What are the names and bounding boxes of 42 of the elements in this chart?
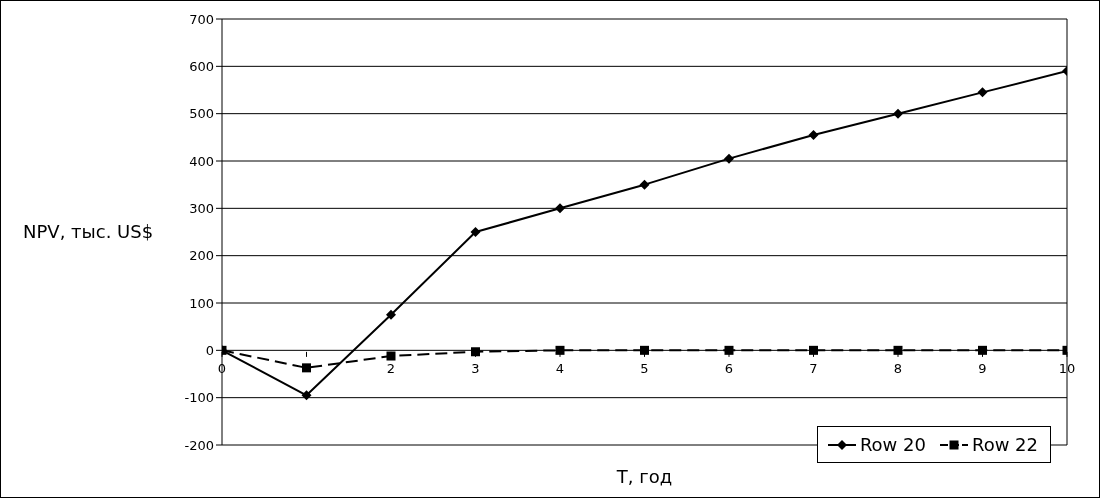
x-tick-label: 4: [555, 361, 565, 377]
x-tick-label: 9: [978, 361, 987, 377]
y-tick-label: 500: [189, 106, 214, 122]
point: [808, 129, 819, 140]
point: [893, 108, 903, 119]
point: [386, 351, 396, 361]
point: [386, 309, 396, 320]
point: [302, 363, 311, 373]
x-tick-label: 0: [217, 361, 227, 377]
point: [724, 153, 734, 164]
y-tick-label: -100: [184, 390, 214, 406]
y-axis-title: NPV, тыс. US$: [23, 221, 154, 243]
point: [977, 87, 988, 98]
legend-label: Row 22: [971, 434, 1038, 455]
y-tick-label: 700: [189, 11, 214, 27]
y-tick-label: 300: [189, 200, 214, 216]
x-tick-label: 7: [809, 361, 818, 377]
x-tick-label: 3: [471, 361, 480, 377]
point: [640, 345, 649, 355]
point: [555, 345, 565, 355]
x-tick-label: 8: [893, 361, 903, 377]
point: [471, 347, 480, 357]
point: [301, 390, 312, 401]
x-tick-label: 2: [386, 361, 396, 377]
x-axis-title: T, год: [615, 466, 673, 487]
y-tick-label: 0: [205, 342, 214, 358]
y-tick-label: 200: [189, 248, 214, 264]
x-tick-label: 6: [724, 361, 734, 377]
x-tick-label: 5: [640, 361, 649, 377]
point: [470, 227, 481, 237]
point: [724, 345, 734, 355]
point: [809, 345, 818, 355]
y-tick-label: 600: [189, 58, 214, 74]
legend-label: Row 20: [859, 434, 926, 455]
point: [978, 345, 987, 355]
x-tick-label: 10: [1058, 361, 1076, 377]
point: [555, 203, 565, 214]
y-tick-label: -200: [184, 437, 214, 453]
point: [893, 345, 903, 355]
point: [639, 179, 650, 190]
y-tick-label: 400: [189, 153, 214, 169]
y-tick-label: 100: [189, 295, 214, 311]
